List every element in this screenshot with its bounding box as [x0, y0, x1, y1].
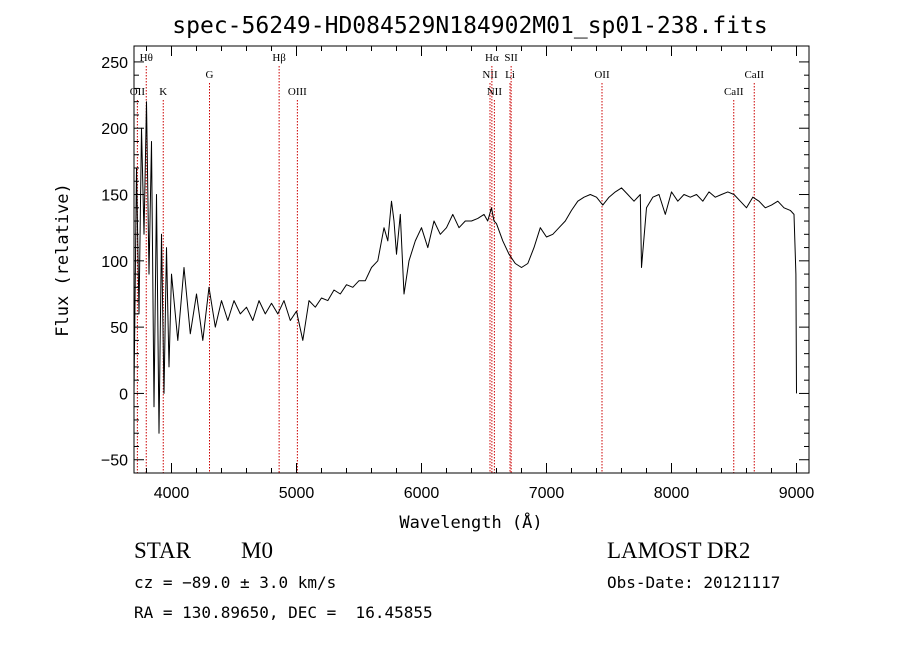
line-label-5: OIII [288, 86, 307, 98]
line-label-0: OII [130, 86, 146, 98]
y-axis-ticks: −50 0 50 100 150 200 250 [101, 55, 809, 470]
line-label-13: CaII [744, 69, 764, 81]
line-label-10: SII [504, 52, 518, 64]
spectrum-line-0 [133, 101, 797, 434]
y-tick-label-4: 150 [101, 188, 128, 205]
line-label-1: Hθ [140, 52, 153, 64]
y-tick-label-0: −50 [101, 453, 128, 470]
coordinates: RA = 130.89650, DEC = 16.45855 [134, 603, 433, 622]
y-axis-label: Flux (relative) [53, 183, 73, 337]
line-label-12: CaII [724, 86, 744, 98]
y-tick-label-1: 0 [119, 386, 128, 403]
line-label-4: Hβ [272, 52, 286, 64]
spectrum-series [133, 101, 797, 434]
y-tick-label-5: 200 [101, 121, 128, 138]
y-tick-label-2: 50 [110, 320, 128, 337]
x-tick-label-3: 7000 [529, 485, 565, 502]
line-label-8: NII [487, 86, 503, 98]
line-label-9: Li [505, 69, 515, 81]
x-tick-label-5: 9000 [779, 485, 815, 502]
observation-date: Obs-Date: 20121117 [607, 573, 781, 592]
line-label-11: OII [594, 69, 610, 81]
object-subclass: M0 [241, 538, 273, 563]
x-tick-label-0: 4000 [154, 485, 190, 502]
object-type: STAR [134, 538, 191, 563]
x-axis-ticks: 4000 5000 6000 7000 8000 9000 [146, 46, 815, 502]
y-tick-label-3: 100 [101, 254, 128, 271]
line-label-3: G [206, 69, 214, 81]
x-tick-label-2: 6000 [404, 485, 440, 502]
x-tick-label-4: 8000 [654, 485, 690, 502]
survey-name: LAMOST DR2 [607, 538, 751, 563]
line-label-6: NII [482, 69, 498, 81]
plot-frame [133, 45, 810, 474]
line-label-7: Hα [485, 52, 499, 64]
y-tick-label-6: 250 [101, 55, 128, 72]
chart-title: spec-56249-HD084529N184902M01_sp01-238.f… [172, 13, 767, 39]
redshift-value: cz = −89.0 ± 3.0 km/s [134, 573, 337, 592]
x-tick-label-1: 5000 [279, 485, 315, 502]
x-axis-label: Wavelength (Å) [399, 511, 542, 533]
line-label-2: K [159, 86, 167, 98]
